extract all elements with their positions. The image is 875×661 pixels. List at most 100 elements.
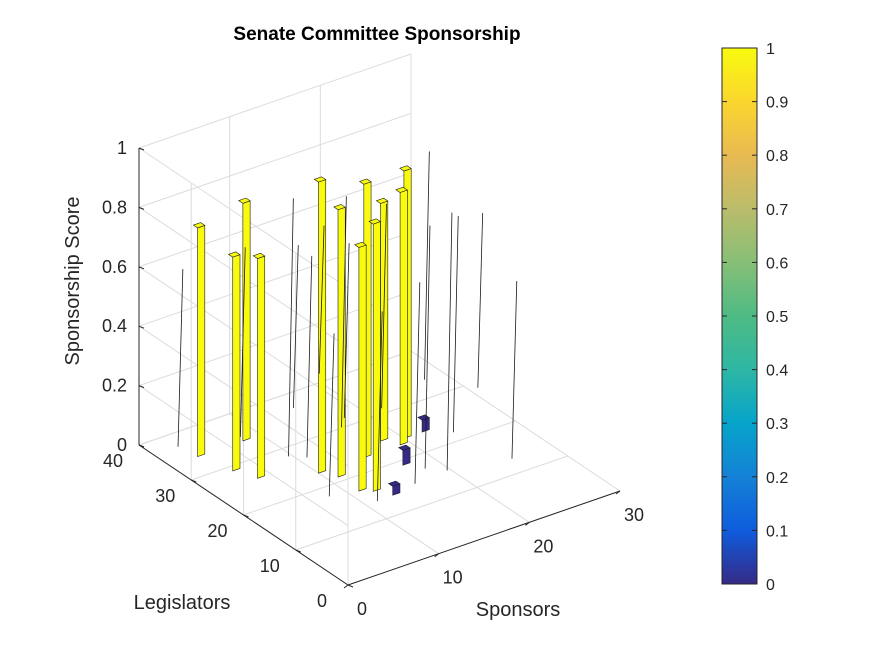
surface-cap xyxy=(252,252,266,259)
surface-bar xyxy=(242,200,251,442)
z-tick-label: 0 xyxy=(117,435,127,455)
surface-marks xyxy=(177,151,518,502)
y-tick xyxy=(243,514,249,518)
colorbar-tick-label: 0.2 xyxy=(766,470,788,487)
surface-bar xyxy=(372,221,381,492)
y-tick-label: 10 xyxy=(260,556,280,576)
y-tick-label: 40 xyxy=(103,451,123,471)
surface-cap xyxy=(227,251,241,258)
y-tick-label: 20 xyxy=(207,521,227,541)
surface-cap xyxy=(313,176,327,183)
y-axis-label: Legislators xyxy=(134,592,231,614)
surface-edge xyxy=(381,203,387,409)
z-tick xyxy=(138,385,145,389)
surface-edge xyxy=(511,280,518,459)
colorbar: 0 0.1 0.2 0.3 0.4 0.5 0.6 0.7 0.8 0.9 1 xyxy=(721,41,788,594)
x-axis-label: Sponsors xyxy=(476,599,561,621)
x-tick-label: 10 xyxy=(443,568,463,588)
surface-cap xyxy=(375,197,389,204)
colorbar-tick-label: 0.4 xyxy=(766,363,788,380)
surface-cap xyxy=(399,165,412,172)
surface-bar xyxy=(402,447,411,466)
surface-cap xyxy=(354,241,367,248)
colorbar-tick-label: 0.1 xyxy=(766,523,788,540)
x-tick-label: 20 xyxy=(533,536,553,556)
surface-edge xyxy=(240,247,246,437)
surface-edge xyxy=(453,215,459,433)
z-tick xyxy=(138,147,145,151)
surface-edge xyxy=(341,196,347,428)
x-tick xyxy=(615,490,621,495)
grid-line xyxy=(191,385,464,481)
colorbar-ticks: 0 0.1 0.2 0.3 0.4 0.5 0.6 0.7 0.8 0.9 1 xyxy=(722,41,788,594)
surface-bar xyxy=(232,254,241,472)
z-axis-label: Sponsorship Score xyxy=(62,197,84,366)
colorbar-tick-label: 0.5 xyxy=(766,309,788,326)
axes-lines xyxy=(138,147,621,589)
surface-bar xyxy=(358,244,367,492)
surface-edge xyxy=(414,282,421,484)
z-tick xyxy=(138,266,145,270)
surface-cap xyxy=(395,186,409,193)
x-tick-label: 30 xyxy=(624,505,644,525)
surface-edge xyxy=(306,255,313,458)
x-tick xyxy=(343,584,349,589)
grid-line xyxy=(138,385,349,527)
surface-cap xyxy=(368,218,382,225)
surface-cap xyxy=(398,444,411,451)
surface-cap xyxy=(333,204,346,211)
surface-edge xyxy=(177,269,184,447)
y-tick xyxy=(347,584,354,588)
z-tick xyxy=(138,206,145,210)
x-tick-label: 0 xyxy=(357,599,367,619)
colorbar-tick-label: 1 xyxy=(766,41,775,58)
surface-edge xyxy=(343,243,350,419)
colorbar-tick-label: 0.9 xyxy=(766,95,788,112)
x-axis-line xyxy=(347,490,621,586)
y-tick xyxy=(191,479,197,483)
colorbar-tick-label: 0.3 xyxy=(766,416,788,433)
surface-cap xyxy=(192,222,206,229)
z-tick-label: 0.8 xyxy=(102,197,127,217)
surface-bar xyxy=(399,189,408,446)
surface-edge xyxy=(293,245,299,408)
z-tick-label: 0.2 xyxy=(102,376,127,396)
surface-edge xyxy=(446,212,453,471)
z-tick xyxy=(138,444,145,448)
colorbar-tick-label: 0 xyxy=(766,577,775,594)
y-tick-label: 0 xyxy=(317,591,327,611)
z-tick-label: 0.4 xyxy=(102,316,127,336)
z-tick xyxy=(138,325,145,329)
grid-line xyxy=(138,112,412,208)
colorbar-gradient xyxy=(721,47,758,585)
surface-edge xyxy=(376,311,383,502)
surface-cap xyxy=(358,178,372,185)
surface-bar xyxy=(318,179,327,474)
surface-edge xyxy=(477,212,484,388)
z-tick-label: 0.6 xyxy=(102,257,127,277)
colorbar-tick-label: 0.7 xyxy=(766,202,788,219)
grid-line xyxy=(295,455,568,551)
z-tick-label: 1 xyxy=(117,138,127,158)
surface-edge xyxy=(288,198,294,457)
x-tick xyxy=(434,553,439,558)
colorbar-tick-label: 0.6 xyxy=(766,255,788,272)
surface-bar xyxy=(197,224,206,458)
chart-title: Senate Committee Sponsorship xyxy=(233,24,520,45)
grid-line xyxy=(138,53,412,149)
surface-edge xyxy=(424,225,431,469)
surface-edge xyxy=(328,333,335,497)
x-tick xyxy=(525,521,530,526)
surface-cap xyxy=(238,197,251,204)
y-tick-label: 30 xyxy=(155,486,175,506)
surface-cap xyxy=(387,480,401,487)
surface-bar xyxy=(257,255,266,479)
y-tick xyxy=(295,549,301,553)
colorbar-tick-label: 0.8 xyxy=(766,148,788,165)
surface-edge xyxy=(424,151,430,380)
surface-bar xyxy=(337,206,346,478)
surface-edge xyxy=(318,225,325,374)
